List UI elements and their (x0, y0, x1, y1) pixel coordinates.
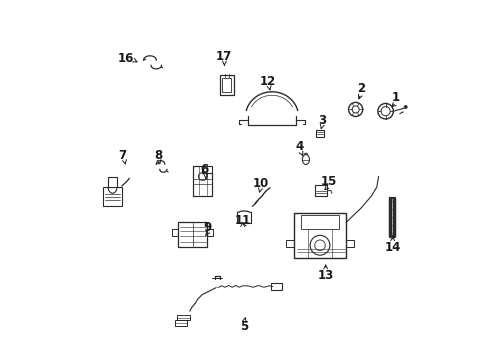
Text: 1: 1 (391, 91, 400, 104)
Text: 5: 5 (240, 320, 248, 333)
Text: 9: 9 (203, 221, 211, 234)
Text: 2: 2 (356, 82, 364, 95)
Bar (103, 187, 122, 207)
Text: 8: 8 (154, 149, 162, 162)
Text: 7: 7 (119, 149, 126, 162)
Text: 6: 6 (200, 163, 207, 176)
Bar (293, 213, 346, 258)
Text: 3: 3 (317, 113, 325, 126)
Bar (270, 283, 281, 290)
Text: 14: 14 (384, 240, 400, 253)
Text: 13: 13 (317, 269, 333, 282)
Text: 4: 4 (294, 140, 303, 153)
Circle shape (404, 105, 407, 108)
Bar (178, 222, 207, 247)
Text: 11: 11 (234, 214, 250, 227)
Bar (174, 320, 186, 326)
Bar (219, 75, 233, 95)
Bar (177, 315, 189, 320)
Bar (315, 130, 323, 136)
Text: 12: 12 (259, 75, 275, 88)
Text: 16: 16 (118, 52, 134, 65)
Text: 17: 17 (215, 50, 231, 63)
Bar (300, 215, 338, 229)
Bar (314, 185, 327, 196)
Bar (193, 166, 212, 196)
Text: 15: 15 (320, 175, 337, 188)
Text: 10: 10 (252, 177, 268, 190)
Bar (222, 78, 231, 92)
